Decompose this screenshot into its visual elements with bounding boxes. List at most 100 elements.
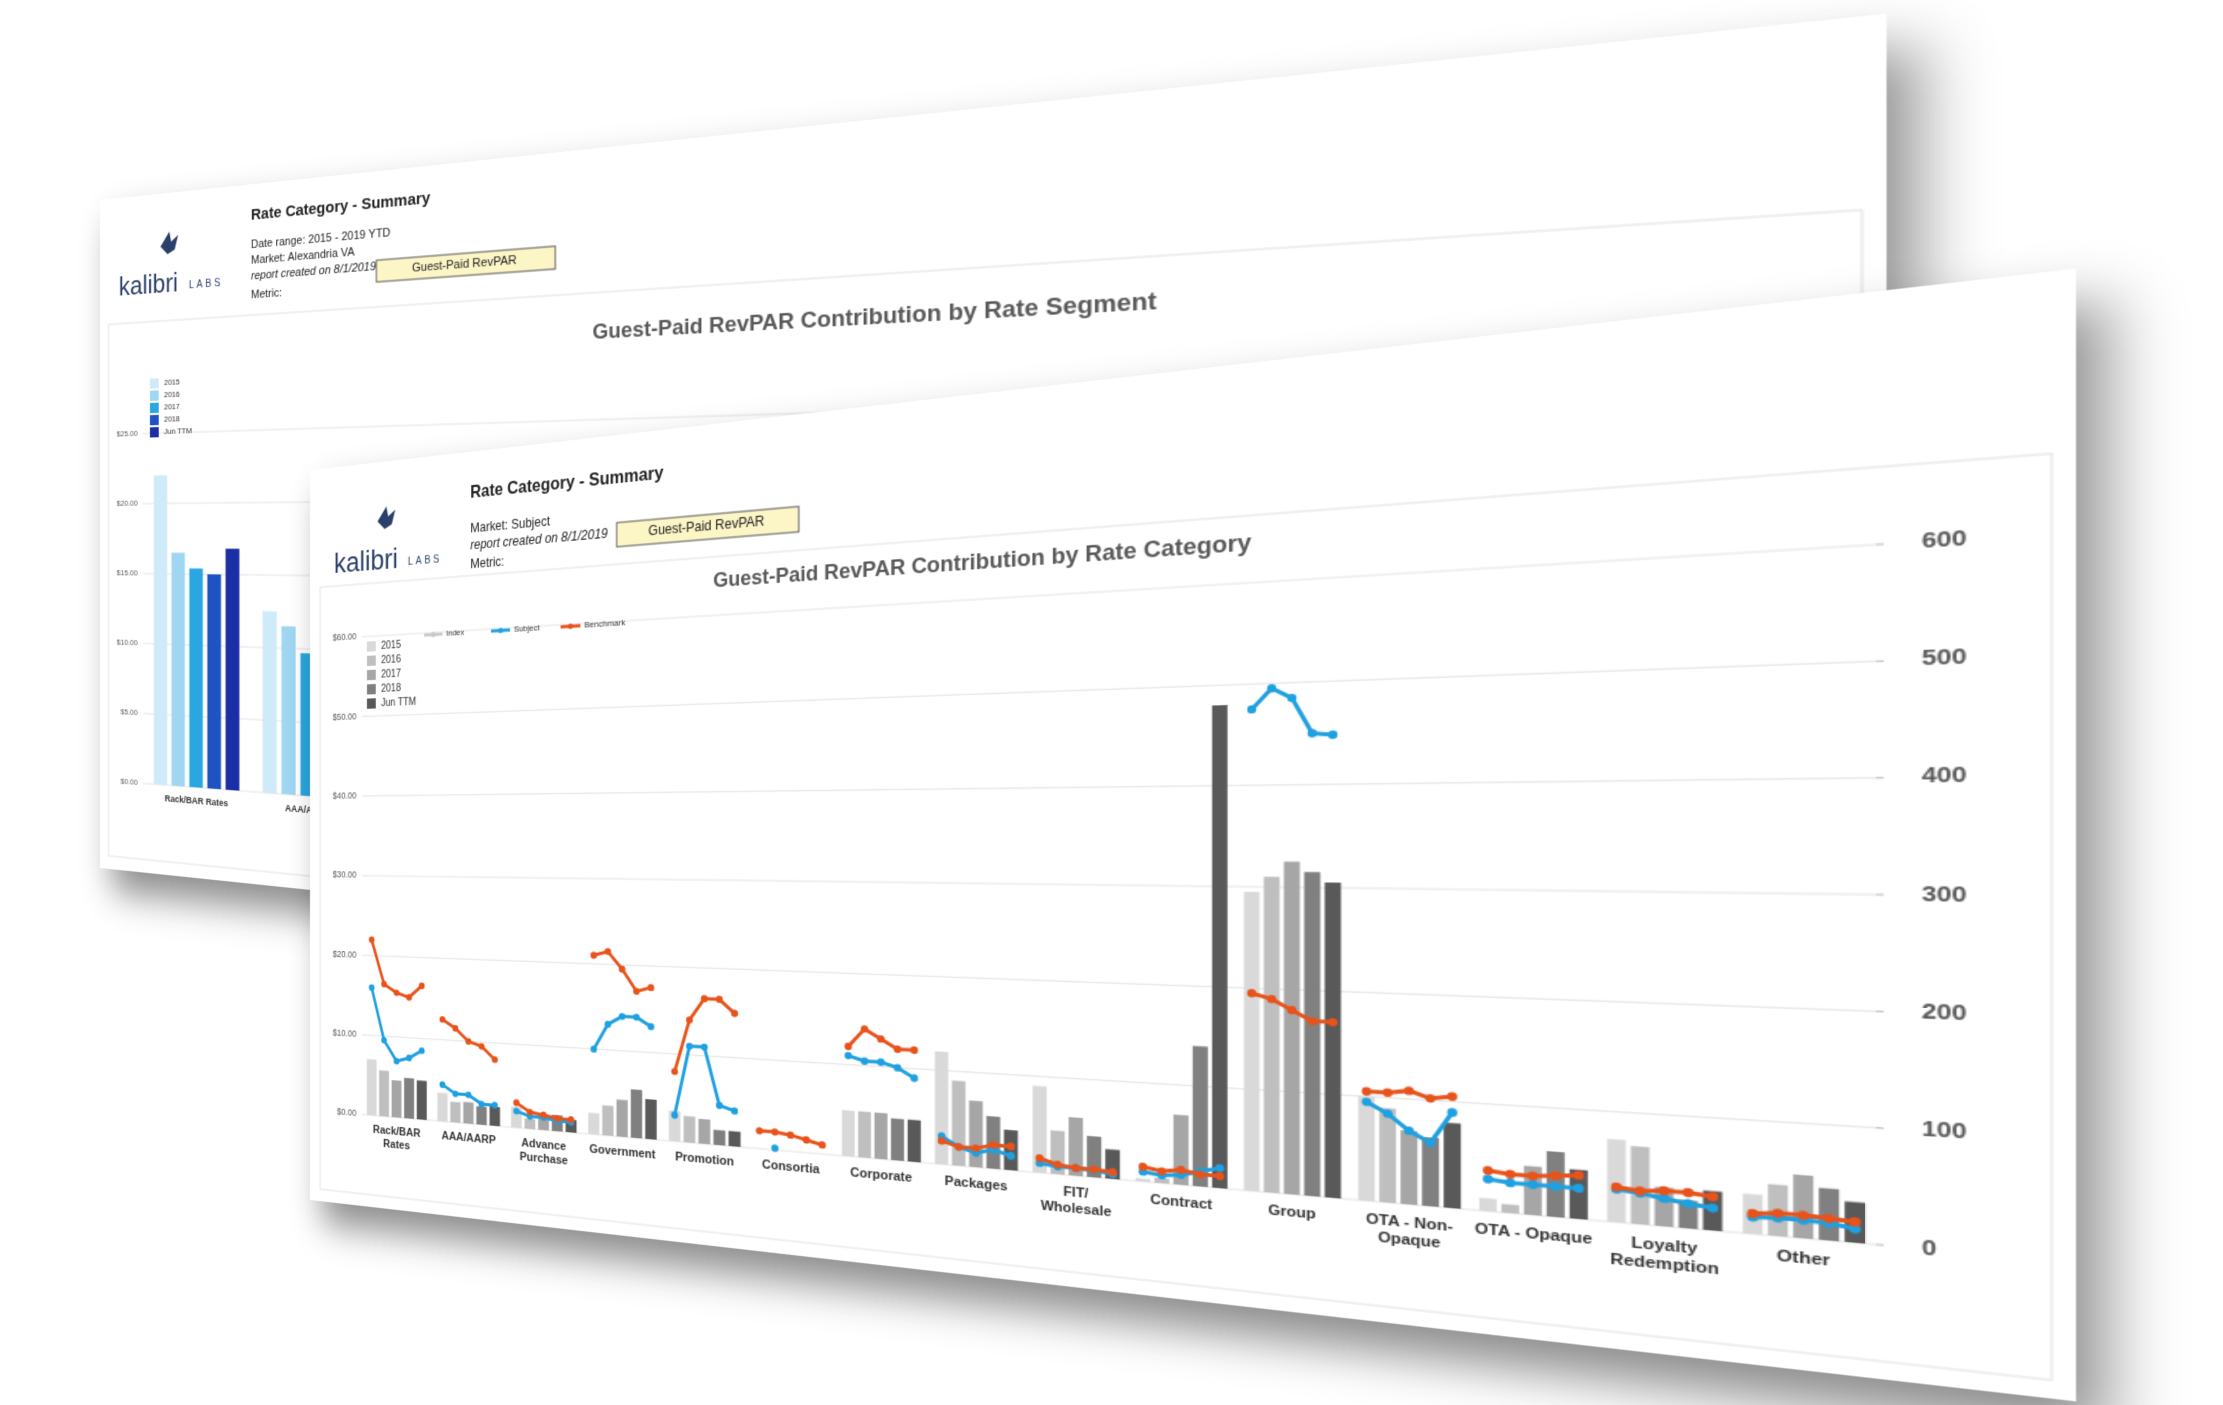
y2-tick: [1876, 1245, 1884, 1246]
line-point: [439, 1081, 446, 1089]
legend-label: 2018: [164, 414, 180, 424]
line-point: [368, 984, 375, 991]
line-segment: [372, 988, 422, 1063]
grid-line: [362, 661, 1876, 716]
legend-swatch: [366, 641, 376, 652]
line-point: [1505, 1178, 1516, 1188]
bar: [476, 1106, 487, 1126]
bar: [645, 1098, 657, 1140]
legend-label: Jun TTM: [164, 426, 192, 437]
bar: [934, 1051, 949, 1165]
back-report-canvas: kalibri LABS Rate Category - Summary Dat…: [100, 188, 1887, 1055]
legend-swatch: [366, 669, 376, 681]
bar: [1358, 1096, 1375, 1202]
line-point: [1382, 1088, 1393, 1098]
line-point: [755, 1126, 763, 1135]
bar: [281, 626, 296, 796]
line-point: [877, 1058, 885, 1067]
line-point: [618, 965, 626, 973]
line-point: [465, 1037, 472, 1045]
bar: [391, 1080, 402, 1118]
line-point: [1247, 705, 1257, 714]
y-tick-label: $30.00: [333, 869, 357, 880]
report-info: Date range: 2015 - 2019 YTD: [251, 227, 391, 252]
bar: [1400, 1130, 1418, 1206]
bar: [416, 1080, 427, 1121]
line-point: [1482, 1174, 1494, 1184]
logo-bird: [160, 230, 179, 255]
line-point: [686, 1042, 693, 1051]
grid-line: [362, 955, 1876, 1011]
bar: [379, 1070, 389, 1117]
line-point: [368, 936, 375, 943]
legend-label: 2017: [164, 401, 180, 412]
bar: [153, 475, 168, 786]
metric-label: Metric:: [251, 287, 282, 302]
bar: [463, 1101, 474, 1125]
grid-line: [362, 778, 1876, 796]
bar: [713, 1129, 726, 1146]
report-title: Rate Category - Summary: [251, 188, 431, 224]
y-tick-label: $40.00: [333, 790, 357, 801]
y2-tick-label: 600: [1922, 525, 1967, 552]
line-point: [1505, 1169, 1516, 1180]
bar: [1422, 1136, 1440, 1208]
back-report: kalibri LABS Rate Category - Summary Dat…: [100, 13, 1887, 1055]
y2-tick-label: 200: [1922, 999, 1967, 1025]
front-report: kalibri LABS Rate Category - Summary Mar…: [310, 268, 2077, 1402]
bar: [1324, 882, 1341, 1199]
y-tick-label: $20.00: [117, 498, 138, 508]
legend-label: Subject: [514, 622, 540, 634]
line-segment: [675, 1045, 735, 1120]
legend-swatch: [149, 427, 159, 438]
line-segment: [675, 997, 735, 1075]
bar: [1192, 1045, 1208, 1188]
bar: [1379, 1107, 1397, 1204]
legend-label: Index: [446, 627, 464, 638]
line-segment: [372, 940, 422, 998]
plot: $0.00$5.00$10.00$15.00$20.00$25.00201520…: [117, 377, 1822, 919]
line-point: [590, 951, 597, 959]
bar: [874, 1112, 888, 1160]
y-tick-label: $10.00: [117, 637, 138, 647]
bar: [907, 1119, 921, 1163]
line-point: [393, 989, 400, 997]
line-point: [877, 1035, 885, 1044]
bar: [969, 1100, 983, 1168]
line-point: [647, 983, 655, 992]
legend-label: 2016: [164, 389, 180, 400]
chart-title: Guest-Paid RevPAR Contribution by Rate S…: [592, 287, 1157, 343]
logo-bird: [377, 505, 396, 530]
bar: [1243, 891, 1260, 1192]
y-tick-label: $20.00: [333, 948, 357, 960]
legend-swatch: [149, 402, 159, 414]
bar: [1607, 1138, 1626, 1224]
line-point: [1682, 1187, 1694, 1198]
bar: [437, 1092, 448, 1122]
bar: [1479, 1197, 1497, 1212]
line-point: [1447, 1091, 1458, 1102]
chart-frame: [320, 454, 2051, 1380]
y2-tick-label: 500: [1922, 644, 1967, 670]
bar: [698, 1118, 711, 1145]
chart-title: Guest-Paid RevPAR Contribution by Rate C…: [713, 529, 1252, 592]
line-point: [633, 987, 640, 995]
line-point: [1404, 1086, 1414, 1096]
bar: [890, 1118, 905, 1162]
line-point: [910, 1046, 919, 1055]
bar: [189, 568, 203, 788]
line-point: [910, 1074, 919, 1083]
bar: [616, 1099, 628, 1138]
bar: [951, 1080, 966, 1167]
y-tick-label: $0.00: [120, 776, 137, 787]
y-tick-label: $10.00: [333, 1027, 357, 1039]
line-point: [381, 980, 387, 988]
line-point: [771, 1144, 779, 1153]
bar: [1283, 861, 1300, 1196]
bar: [588, 1112, 600, 1135]
line-point: [452, 1024, 459, 1032]
line-point: [1361, 1086, 1372, 1096]
y-tick-label: $60.00: [333, 631, 357, 643]
legend-label: 2017: [381, 667, 401, 679]
